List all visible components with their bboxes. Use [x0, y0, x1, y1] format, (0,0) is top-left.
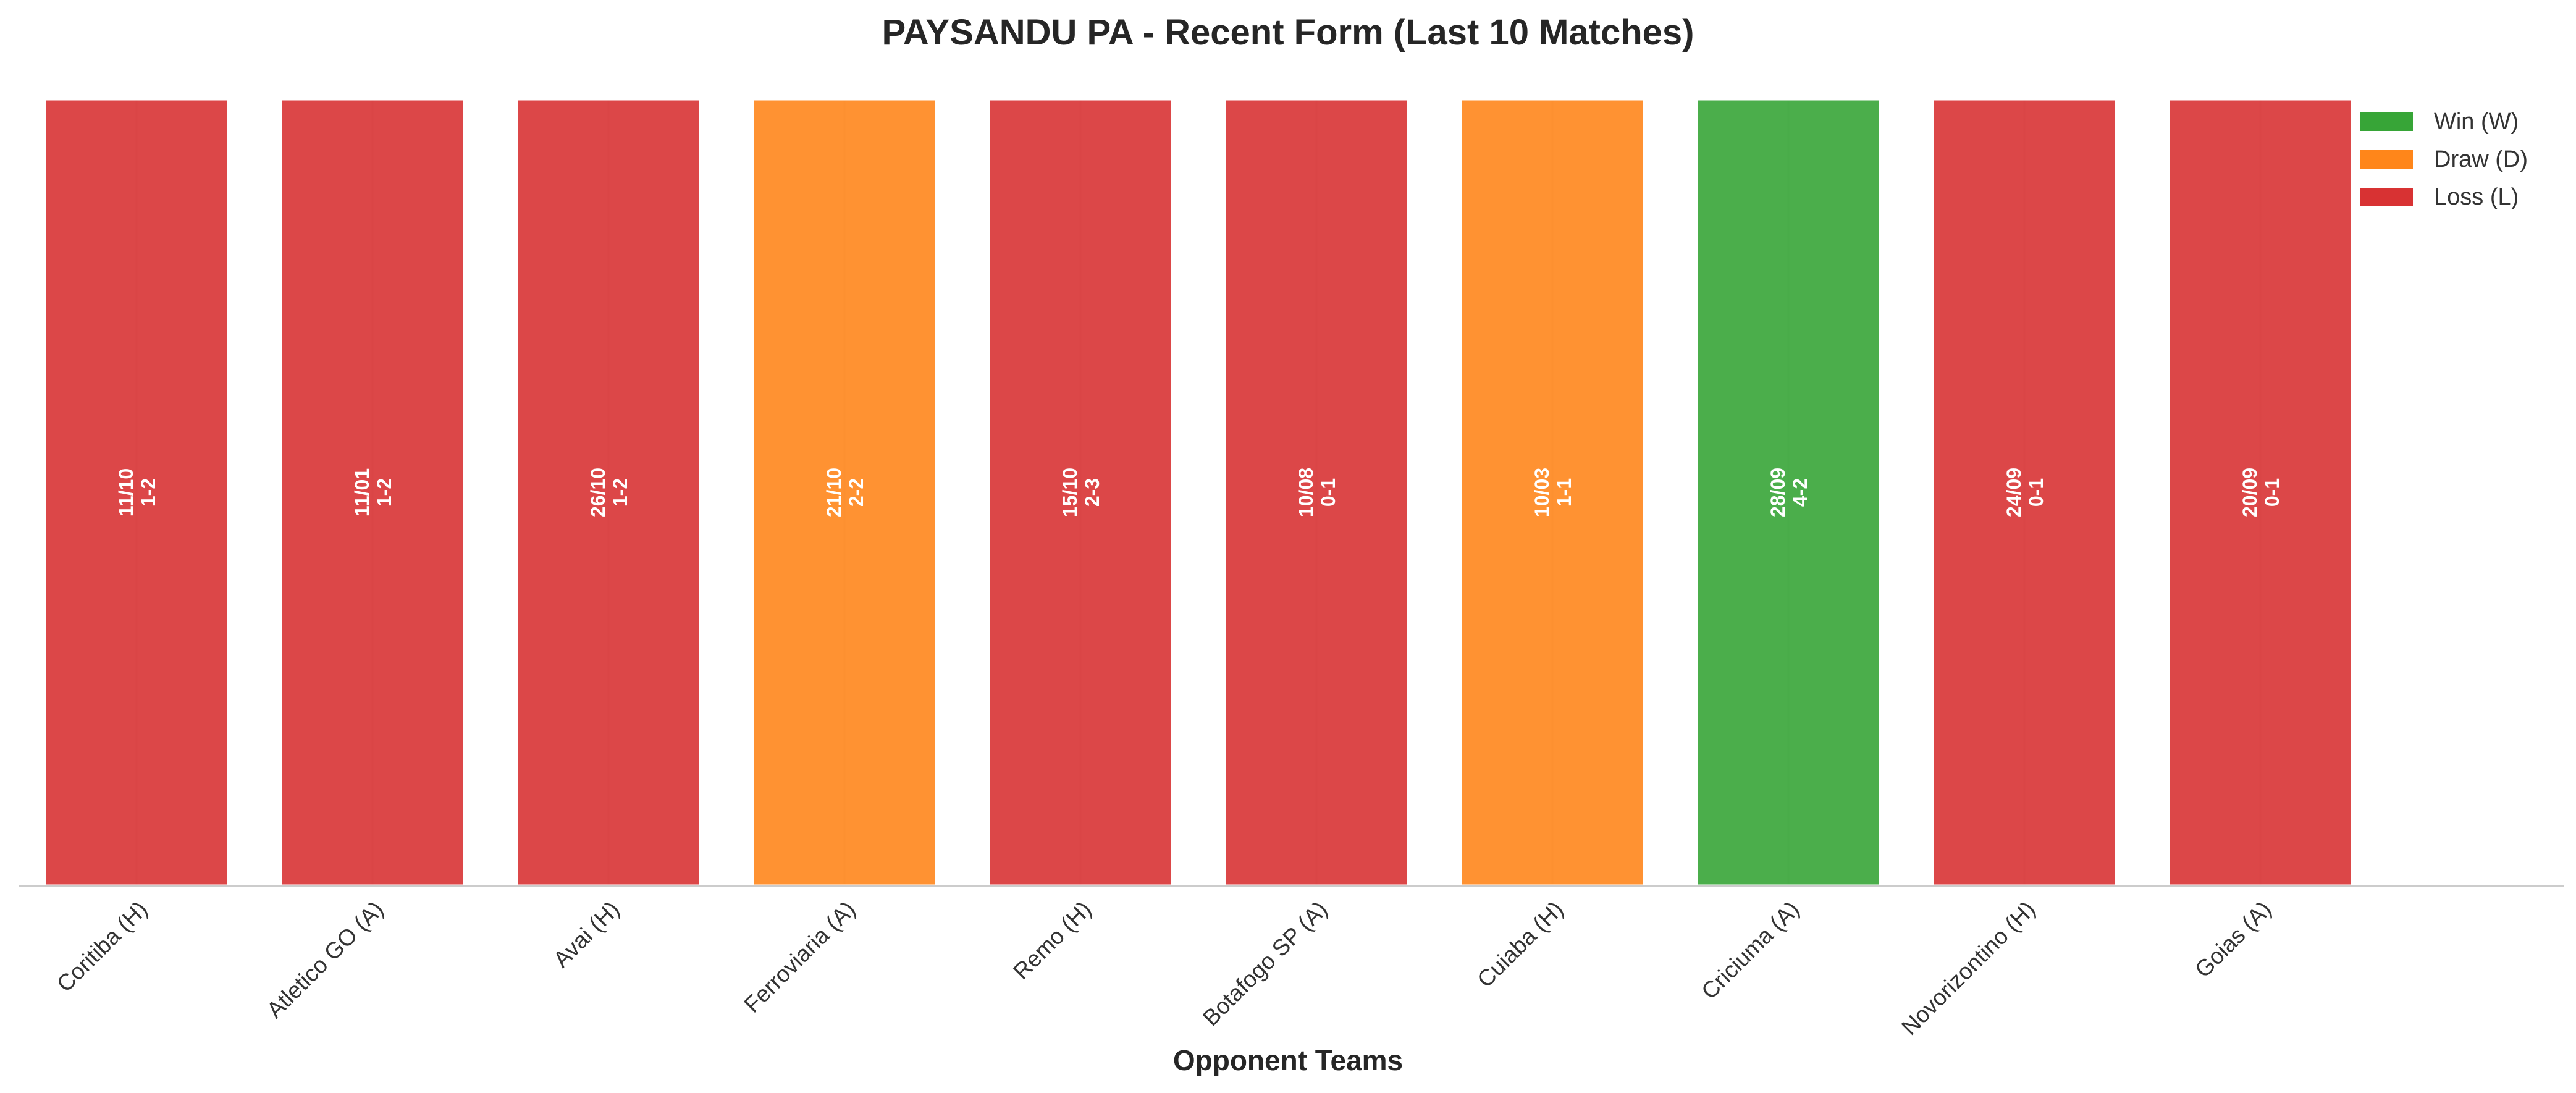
bar-label: 11/101-2	[115, 468, 159, 517]
bar-date: 21/10	[823, 468, 845, 517]
bar-date: 11/01	[351, 468, 373, 517]
legend-label: Loss (L)	[2434, 184, 2519, 210]
bar-score: 2-2	[845, 478, 867, 507]
bar	[1931, 97, 2118, 888]
bar-date: 10/08	[1295, 468, 1317, 517]
bar	[987, 97, 1174, 888]
bar-score: 1-2	[609, 478, 631, 507]
bar-score: 0-1	[2261, 478, 2283, 507]
legend-label: Draw (D)	[2434, 146, 2528, 172]
bar-date: 28/09	[1767, 468, 1789, 517]
x-axis-label: Opponent Teams	[1173, 1044, 1403, 1076]
bar-labels-group: 11/101-2 11/011-2 26/101-2 21/102-2 15/102-3…	[115, 468, 2283, 517]
bar-date: 15/10	[1059, 468, 1081, 517]
bar-label: 15/102-3	[1059, 468, 1103, 517]
bar-label: 26/101-2	[587, 468, 631, 517]
bar	[1223, 97, 1410, 888]
x-tick-label: Coritiba (H)	[52, 897, 153, 997]
bar-date: 26/10	[587, 468, 609, 517]
bar-label: 24/090-1	[2003, 468, 2047, 517]
x-tick-label: Novorizontino (H)	[1896, 897, 2040, 1040]
bar	[1459, 97, 1646, 888]
bar	[43, 97, 230, 888]
bar-score: 0-1	[2025, 478, 2047, 507]
legend: Win (W) Draw (D) Loss (L)	[2360, 109, 2528, 210]
bar-label: 10/080-1	[1295, 468, 1339, 517]
x-tick-label: Goias (A)	[2190, 897, 2276, 982]
x-tick-label: Remo (H)	[1008, 897, 1096, 984]
bar-score: 1-2	[137, 478, 159, 507]
x-tick-label: Avai (H)	[549, 897, 625, 973]
bar-score: 2-3	[1081, 478, 1103, 507]
bar-score: 1-1	[1553, 478, 1575, 507]
bar	[2167, 97, 2354, 888]
bar	[279, 97, 466, 888]
bar	[1695, 97, 1882, 888]
x-tick-label: Cuiaba (H)	[1472, 897, 1568, 992]
bar-label: 21/102-2	[823, 468, 867, 517]
legend-swatch	[2360, 188, 2413, 206]
x-tick-label: Ferroviaria (A)	[739, 897, 860, 1018]
x-tick-labels-group: Coritiba (H) Atletico GO (A) Avai (H) Ferro…	[52, 897, 2276, 1040]
x-tick-label: Criciuma (A)	[1696, 897, 1804, 1004]
chart-title: PAYSANDU PA - Recent Form (Last 10 Match…	[882, 12, 1694, 53]
x-tick-label: Botafogo SP (A)	[1198, 897, 1332, 1031]
bar-score: 4-2	[1789, 478, 1811, 507]
bar	[751, 97, 938, 888]
legend-swatch	[2360, 150, 2413, 169]
bar-date: 24/09	[2003, 468, 2025, 517]
bar-score: 0-1	[1317, 478, 1339, 507]
bar-label: 20/090-1	[2239, 468, 2283, 517]
bar-label: 11/011-2	[351, 468, 395, 517]
bar-date: 20/09	[2239, 468, 2261, 517]
x-tick-label: Atletico GO (A)	[262, 897, 389, 1023]
bar-label: 10/031-1	[1531, 468, 1575, 517]
bar-date: 11/10	[115, 468, 137, 517]
legend-label: Win (W)	[2434, 109, 2519, 135]
bar-date: 10/03	[1531, 468, 1553, 517]
bar-label: 28/094-2	[1767, 468, 1811, 517]
legend-swatch	[2360, 112, 2413, 131]
bar-score: 1-2	[373, 478, 395, 507]
